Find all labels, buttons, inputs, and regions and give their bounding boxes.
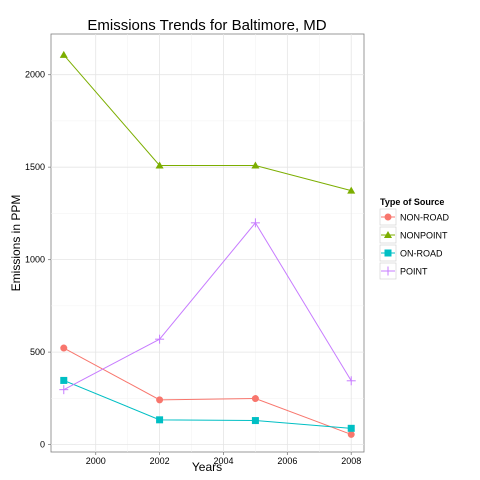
data-point-point bbox=[346, 376, 356, 386]
y-tick-label: 0 bbox=[40, 440, 45, 450]
data-point-point bbox=[155, 334, 165, 344]
series-line-on-road bbox=[63, 379, 352, 429]
data-point-on-road bbox=[156, 416, 164, 424]
legend-item-on-road: ON-ROAD bbox=[379, 244, 443, 262]
legend-item-point: POINT bbox=[379, 262, 428, 280]
x-tick-label: 2002 bbox=[150, 456, 170, 466]
data-point-on-road bbox=[347, 424, 355, 432]
legend-key-marker bbox=[383, 230, 393, 239]
legend-label: NONPOINT bbox=[400, 231, 448, 241]
legend-item-nonpoint: NONPOINT bbox=[379, 226, 448, 244]
data-point-nonpoint bbox=[347, 186, 356, 194]
x-tick-label: 2008 bbox=[341, 456, 361, 466]
data-point-non-road bbox=[156, 396, 164, 404]
x-axis-label: Years bbox=[192, 460, 222, 474]
legend-label: ON-ROAD bbox=[400, 249, 443, 259]
data-point-non-road bbox=[347, 430, 355, 438]
legend-key-marker bbox=[384, 249, 392, 257]
x-tick-label: 2000 bbox=[86, 456, 106, 466]
data-point-nonpoint bbox=[155, 161, 164, 169]
series-line-point bbox=[63, 221, 352, 391]
series-markers bbox=[59, 50, 356, 438]
y-tick-label: 1500 bbox=[25, 162, 45, 172]
plot-panel bbox=[50, 33, 365, 453]
x-tick-label: 2004 bbox=[213, 456, 233, 466]
data-point-non-road bbox=[60, 344, 68, 352]
data-point-on-road bbox=[60, 376, 68, 384]
series-line-non-road bbox=[63, 347, 352, 435]
series-line-nonpoint bbox=[63, 54, 352, 192]
axis-ticks: 2000 2002 2004 2006 2008 0 500 1000 1500 2000 bbox=[25, 70, 361, 466]
series-lines bbox=[63, 54, 352, 435]
y-tick-label: 2000 bbox=[25, 70, 45, 80]
legend-label: POINT bbox=[400, 267, 428, 277]
data-point-point bbox=[59, 385, 69, 395]
data-point-nonpoint bbox=[251, 161, 260, 169]
y-tick-label: 1000 bbox=[25, 255, 45, 265]
data-point-on-road bbox=[251, 417, 259, 425]
legend-key-marker bbox=[383, 266, 393, 276]
chart-title: Emissions Trends for Baltimore, MD bbox=[87, 17, 326, 34]
legend-label: NON-ROAD bbox=[400, 213, 449, 223]
data-point-point bbox=[250, 218, 260, 228]
y-axis-label: Emissions in PPM bbox=[9, 195, 23, 292]
legend-key-marker bbox=[384, 213, 392, 221]
y-tick-label: 500 bbox=[30, 347, 45, 357]
x-tick-label: 2006 bbox=[277, 456, 297, 466]
legend-title: Type of Source bbox=[380, 197, 444, 207]
legend-item-non-road: NON-ROAD bbox=[379, 208, 449, 226]
data-point-nonpoint bbox=[59, 50, 68, 58]
data-point-non-road bbox=[251, 395, 259, 403]
legend: Type of Source NON-ROAD NONPOINT ON-ROAD PO… bbox=[379, 197, 449, 280]
